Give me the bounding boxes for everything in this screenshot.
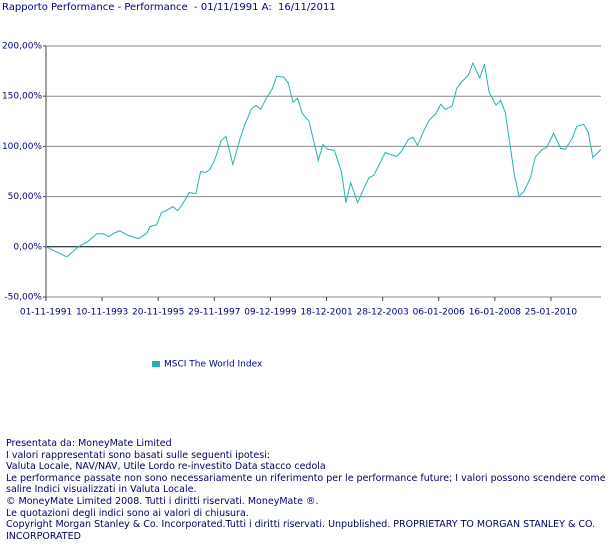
y-tick-label: 0,00% bbox=[13, 242, 42, 252]
x-tick-label: 18-12-2001 bbox=[300, 308, 352, 318]
x-tick-label: 10-11-1993 bbox=[76, 308, 128, 318]
footer: Presentata da: MoneyMate Limited I valor… bbox=[6, 438, 606, 542]
x-tick-label: 29-11-1997 bbox=[188, 308, 240, 318]
x-tick-label: 01-11-1991 bbox=[20, 308, 72, 318]
footer-line: Le performance passate non sono necessar… bbox=[6, 472, 609, 496]
chart: -50,00% 0,00% 50,00% 100,00% 150,00% 200,00% 0… bbox=[2, 42, 602, 370]
legend-swatch bbox=[152, 361, 160, 367]
footer-line: © MoneyMate Limited 2008. Tutti i diritt… bbox=[6, 495, 319, 507]
footer-line: Valuta Locale, NAV/NAV, Utile Lordo re-i… bbox=[6, 461, 326, 473]
y-tick-label: 150,00% bbox=[2, 92, 42, 102]
x-tick-label: 06-01-2006 bbox=[413, 308, 466, 318]
footer-line: Le quotazioni degli indici sono ai valor… bbox=[6, 507, 249, 519]
footer-line: Presentata da: MoneyMate Limited bbox=[6, 438, 172, 449]
series-line bbox=[45, 61, 602, 258]
x-tick-label: 09-12-1999 bbox=[244, 308, 297, 318]
x-tick-label: 16-01-2008 bbox=[469, 308, 522, 318]
chart-title: Rapporto Performance - Performance - 01/… bbox=[2, 2, 336, 13]
x-tick-label: 25-01-2010 bbox=[525, 308, 578, 318]
footer-line: Copyright Morgan Stanley & Co. Incorpora… bbox=[6, 519, 599, 542]
y-tick-label: -50,00% bbox=[4, 293, 42, 303]
y-tick-label: 100,00% bbox=[2, 142, 42, 152]
footer-line: I valori rappresentati sono basati sulle… bbox=[6, 449, 271, 461]
y-tick-label: 200,00% bbox=[2, 42, 42, 52]
x-tick-label: 20-11-1995 bbox=[132, 308, 184, 318]
x-tick-label: 28-12-2003 bbox=[356, 308, 408, 318]
y-tick-label: 50,00% bbox=[8, 192, 43, 202]
legend-label: MSCI The World Index bbox=[164, 360, 263, 370]
